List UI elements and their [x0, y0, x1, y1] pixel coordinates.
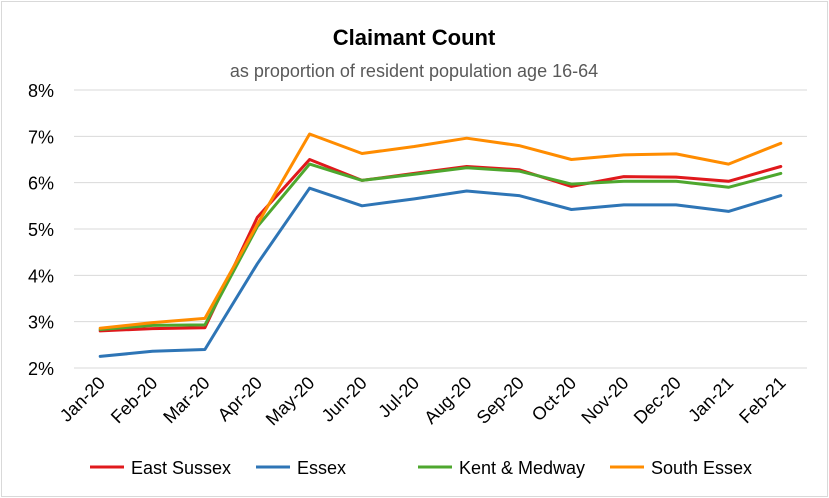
series-line-east-sussex: [98, 158, 783, 333]
x-tick-label: Jul-20: [374, 373, 423, 422]
x-tick-label: Jun-20: [318, 373, 371, 426]
x-tick-label: Jan-21: [684, 373, 737, 426]
x-tick-label: Sep-20: [473, 373, 528, 428]
y-tick-label: 3%: [28, 313, 54, 333]
x-tick-label: Feb-20: [107, 373, 161, 427]
x-tick-label: Nov-20: [577, 373, 632, 428]
y-tick-label: 7%: [28, 127, 54, 147]
gridlines: [74, 89, 807, 369]
legend-label: Kent & Medway: [459, 458, 585, 478]
series-lines: [98, 132, 783, 358]
x-tick-label: Jan-20: [56, 373, 109, 426]
series-line-essex: [98, 186, 783, 358]
chart-title: Claimant Count: [333, 25, 496, 50]
x-tick-label: May-20: [262, 373, 319, 430]
series-line-kent-medway: [98, 162, 783, 331]
x-tick-label: Feb-21: [735, 373, 789, 427]
x-tick-label: Apr-20: [214, 373, 266, 425]
x-tick-label: Dec-20: [630, 373, 685, 428]
legend-label: South Essex: [651, 458, 752, 478]
chart-subtitle: as proportion of resident population age…: [230, 61, 598, 81]
y-tick-label: 8%: [28, 81, 54, 101]
legend: East Sussex Essex Kent & Medway South Essex: [90, 458, 752, 478]
x-tick-label: Oct-20: [528, 373, 580, 425]
series-line-south-essex: [98, 132, 783, 330]
y-tick-label: 6%: [28, 174, 54, 194]
y-tick-label: 4%: [28, 266, 54, 286]
x-tick-label: Mar-20: [159, 373, 213, 427]
y-axis-ticks: 2% 3% 4% 5% 6% 7% 8%: [28, 81, 54, 379]
y-tick-label: 5%: [28, 220, 54, 240]
y-tick-label: 2%: [28, 359, 54, 379]
legend-label: East Sussex: [131, 458, 231, 478]
x-tick-label: Aug-20: [420, 373, 475, 428]
legend-label: Essex: [297, 458, 346, 478]
